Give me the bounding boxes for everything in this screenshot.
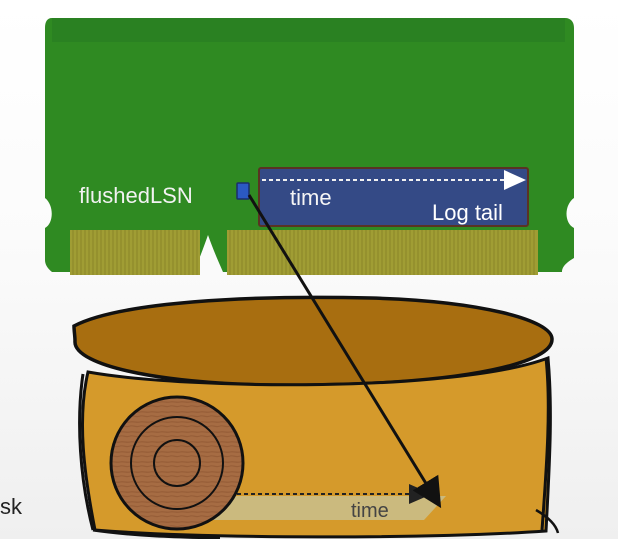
flush-arrow-line <box>247 194 442 509</box>
disk-platter-icon <box>109 395 245 531</box>
memory-module: flushedLSN time Log tail <box>45 18 574 275</box>
disk-contents: time <box>109 395 446 531</box>
log-tail-time-label: time <box>290 185 332 210</box>
log-tail-title: Log tail <box>432 200 503 225</box>
disk-left-edge-stroke <box>78 373 95 531</box>
log-tail-panel <box>258 167 529 227</box>
flushed-lsn-label: flushedLSN <box>79 183 193 208</box>
disk-time-label: time <box>351 500 389 522</box>
disk-top <box>72 295 554 387</box>
flushed-lsn-marker-icon <box>236 182 250 200</box>
disk-drum: time <box>72 295 560 539</box>
disk-bottom-stroke-right <box>535 508 560 534</box>
disk-right-edge-stroke <box>540 357 550 531</box>
log-tail-time-arrow-head-icon <box>504 170 526 190</box>
disk-bottom-stroke-left <box>92 528 221 539</box>
memory-pins <box>70 230 538 275</box>
memory-top-strip <box>52 18 565 42</box>
disk-side-label: sk <box>0 494 23 519</box>
log-tail-box: time Log tail <box>258 167 529 227</box>
